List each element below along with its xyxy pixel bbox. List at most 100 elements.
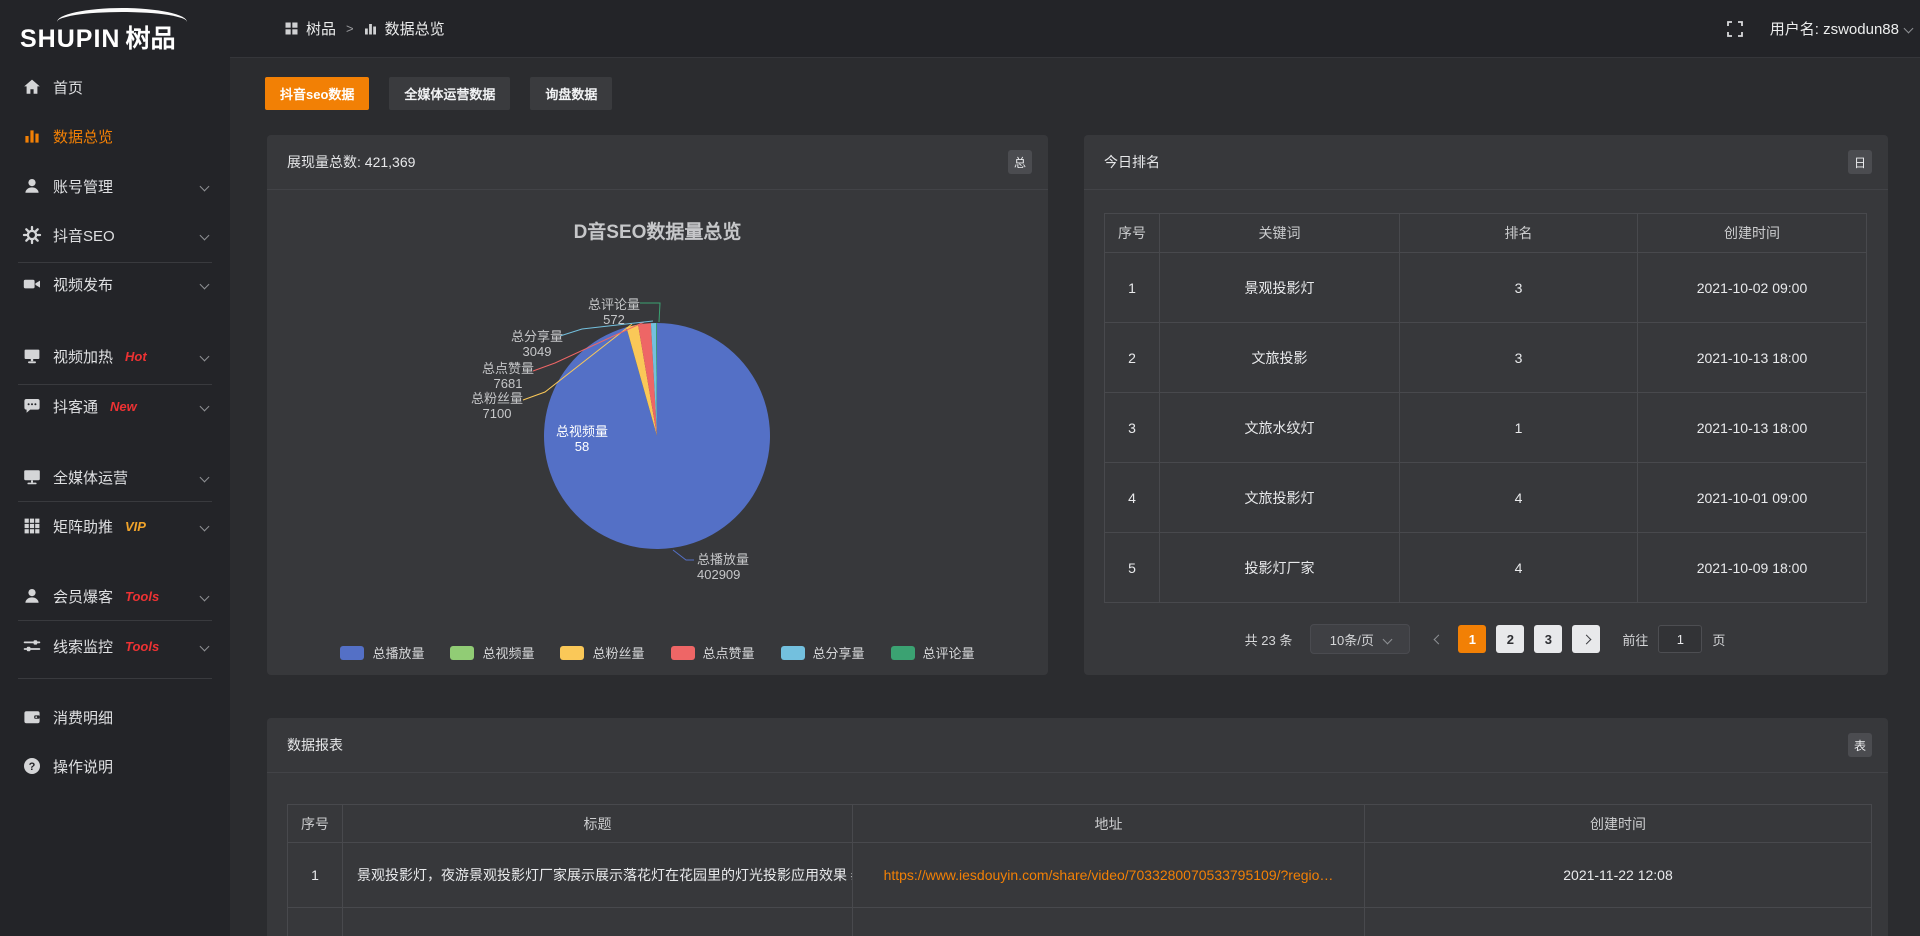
data-report-panel: 数据报表 表 序号 标题 地址 创建时间 1 景观投影灯，夜游景观投影灯厂家展示… xyxy=(267,718,1888,936)
sidebar-item-member-burst[interactable]: 会员爆客 Tools xyxy=(0,579,230,613)
next-page-button[interactable] xyxy=(1572,625,1601,653)
chevron-down-icon xyxy=(199,351,210,361)
tab-inquiry[interactable]: 询盘数据 xyxy=(530,77,613,110)
legend-chip xyxy=(780,645,805,660)
table-badge-button[interactable]: 表 xyxy=(1848,733,1872,757)
logo-arc-icon xyxy=(57,8,187,22)
sidebar-item-video-publish[interactable]: 视频发布 xyxy=(0,267,230,301)
legend-chip xyxy=(890,645,915,660)
table-row: 3 文旅水纹灯 1 2021-10-13 18:00 xyxy=(1104,392,1867,463)
breadcrumb-item-current: 数据总览 xyxy=(384,21,445,38)
gear-icon xyxy=(22,225,42,245)
chevron-down-icon xyxy=(1382,634,1393,644)
tools-tag: Tools xyxy=(125,588,160,604)
sidebar-item-consumption[interactable]: 消费明细 xyxy=(0,700,230,734)
chevron-down-icon xyxy=(199,591,210,601)
col-created: 创建时间 xyxy=(1364,804,1872,843)
pie-label-plays: 总播放量 402909 xyxy=(697,552,750,582)
legend-item-fans[interactable]: 总粉丝量 xyxy=(560,643,645,662)
legend-item-likes[interactable]: 总点赞量 xyxy=(670,643,755,662)
bar-chart-icon xyxy=(364,24,376,35)
rank-header-row: 序号 关键词 排名 创建时间 xyxy=(1104,213,1867,253)
user-menu[interactable]: 用户名: zswodun88 xyxy=(1770,18,1914,39)
col-no: 序号 xyxy=(1104,213,1160,253)
page-button-2[interactable]: 2 xyxy=(1496,625,1525,653)
pie-label-comments: 总评论量 572 xyxy=(587,297,640,327)
pie-slice xyxy=(650,323,657,436)
leader-plays xyxy=(672,549,694,561)
menu-divider xyxy=(18,501,212,502)
monitor-icon xyxy=(24,470,40,485)
legend-chip xyxy=(450,645,475,660)
chat-icon xyxy=(24,399,40,413)
sidebar-item-video-heat[interactable]: 视频加热 Hot xyxy=(0,339,230,373)
sidebar-item-help[interactable]: ? 操作说明 xyxy=(0,749,230,783)
top-header: 树品 > 数据总览 用户名: zswodun88 xyxy=(230,0,1920,58)
prev-page-button[interactable] xyxy=(1428,634,1448,644)
hot-tag: Hot xyxy=(125,348,147,364)
report-header-row: 序号 标题 地址 创建时间 xyxy=(287,804,1872,843)
menu-divider xyxy=(18,384,212,385)
rank-panel-title: 今日排名 xyxy=(1104,154,1160,170)
goto-unit: 页 xyxy=(1712,632,1726,648)
question-icon: ? xyxy=(24,758,40,774)
pagination-total: 共 23 条 xyxy=(1244,632,1293,648)
page-button-3[interactable]: 3 xyxy=(1534,625,1563,653)
table-row: 5 投影灯厂家 4 2021-10-09 18:00 xyxy=(1104,532,1867,603)
page-size-select[interactable]: 10条/页 xyxy=(1310,624,1411,654)
table-row: 1 景观投影灯 3 2021-10-02 09:00 xyxy=(1104,252,1867,323)
chevron-right-icon xyxy=(1581,634,1592,644)
vip-tag: VIP xyxy=(125,518,146,534)
chevron-down-icon xyxy=(199,521,210,531)
sidebar-item-media-operation[interactable]: 全媒体运营 xyxy=(0,460,230,494)
page-button-1[interactable]: 1 xyxy=(1458,625,1487,653)
legend-item-comments[interactable]: 总评论量 xyxy=(890,643,975,662)
wallet-icon xyxy=(24,711,40,724)
video-link[interactable]: https://www.iesdouyin.com/share/video/70… xyxy=(883,867,1334,883)
tab-douyin-seo[interactable]: 抖音seo数据 xyxy=(265,77,370,110)
tab-media-operation[interactable]: 全媒体运营数据 xyxy=(389,77,511,110)
pie-chart: D音SEO数据量总览 总评论量 572 总分享量 3049 总点赞量 7681 总粉丝… xyxy=(267,190,1048,675)
today-rank-panel: 今日排名 日 序号 关键词 排名 创建时间 1 景观投影灯 3 2021-10-02 … xyxy=(1084,135,1888,675)
pie-label-shares: 总分享量 3049 xyxy=(510,329,563,359)
day-badge-button[interactable]: 日 xyxy=(1848,150,1872,174)
rank-table: 序号 关键词 排名 创建时间 1 景观投影灯 3 2021-10-02 09:00 2… xyxy=(1104,213,1867,603)
pie-label-fans: 总粉丝量 7100 xyxy=(470,391,523,421)
goto-page-input[interactable] xyxy=(1658,625,1703,653)
sidebar-item-douyin-seo[interactable]: 抖音SEO xyxy=(0,218,230,252)
fullscreen-icon[interactable] xyxy=(1726,20,1744,38)
sidebar-item-account[interactable]: 账号管理 xyxy=(0,169,230,203)
tools-tag: Tools xyxy=(125,638,160,654)
chevron-down-icon xyxy=(199,401,210,411)
user-icon xyxy=(25,179,39,193)
sidebar-item-lead-monitor[interactable]: 线索监控 Tools xyxy=(0,629,230,663)
legend-chip xyxy=(670,645,695,660)
goto-label: 前往 xyxy=(1622,632,1649,648)
menu-divider xyxy=(18,620,212,621)
col-keyword: 关键词 xyxy=(1159,213,1400,253)
pagination: 共 23 条 10条/页 1 2 3 前往 页 xyxy=(1104,624,1866,654)
new-tag: New xyxy=(110,398,137,414)
breadcrumb: 树品 > 数据总览 xyxy=(285,18,445,39)
sidebar-item-data-overview[interactable]: 数据总览 xyxy=(0,119,230,153)
chart-title: D音SEO数据量总览 xyxy=(573,222,742,243)
app-logo[interactable]: SHUPIN 树品 xyxy=(20,5,230,55)
menu-divider xyxy=(18,262,212,263)
total-badge-button[interactable]: 总 xyxy=(1008,150,1032,174)
breadcrumb-item-root[interactable]: 树品 xyxy=(306,21,337,38)
pie-label-videos: 总视频量 58 xyxy=(555,424,608,454)
video-camera-icon xyxy=(23,279,40,289)
table-row xyxy=(287,907,1872,936)
legend-item-plays[interactable]: 总播放量 xyxy=(340,643,424,662)
data-source-tabs: 抖音seo数据 全媒体运营数据 询盘数据 xyxy=(265,77,613,110)
sidebar-item-home[interactable]: 首页 xyxy=(0,70,230,104)
bar-chart-icon xyxy=(25,130,39,143)
chevron-down-icon xyxy=(199,472,210,482)
chevron-down-icon xyxy=(1903,23,1914,34)
chart-legend: 总播放量 总视频量 总粉丝量 总点赞量 总分享量 总评论量 xyxy=(267,643,1048,662)
sidebar-item-doukertong[interactable]: 抖客通 New xyxy=(0,389,230,423)
chevron-left-icon xyxy=(1433,634,1444,644)
legend-item-videos[interactable]: 总视频量 xyxy=(450,643,534,662)
legend-item-shares[interactable]: 总分享量 xyxy=(780,643,865,662)
sidebar-item-matrix-boost[interactable]: 矩阵助推 VIP xyxy=(0,509,230,543)
